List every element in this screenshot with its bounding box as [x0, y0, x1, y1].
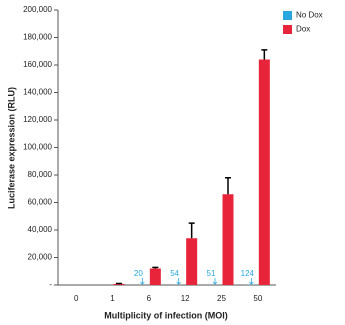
y-tick-label: 160,000 [23, 60, 52, 69]
data-label: 51 [207, 269, 216, 278]
y-tick-label: 140,000 [23, 88, 52, 97]
y-tick-label: 80,000 [28, 170, 53, 179]
y-tick-label: 20,000 [28, 253, 53, 262]
label-arrow [249, 278, 254, 285]
x-tick-label: 12 [181, 294, 190, 303]
data-label: 20 [134, 269, 143, 278]
bar [222, 194, 234, 285]
bar [258, 59, 270, 285]
y-tick-label: 180,000 [23, 33, 52, 42]
y-tick-label: 40,000 [28, 225, 53, 234]
label-arrow [140, 278, 145, 285]
bar [149, 268, 161, 285]
y-tick-label: - [49, 280, 52, 289]
y-tick-label: 120,000 [23, 115, 52, 124]
label-arrow [176, 278, 181, 285]
legend-swatch [283, 25, 292, 34]
x-tick-label: 1 [110, 294, 115, 303]
legend-label: Dox [296, 25, 310, 34]
x-tick-label: 0 [74, 294, 79, 303]
x-tick-label: 50 [253, 294, 262, 303]
y-tick-label: 60,000 [28, 198, 53, 207]
legend-label: No Dox [296, 11, 323, 20]
legend-swatch [283, 11, 292, 20]
data-label: 54 [170, 269, 179, 278]
y-tick-label: 100,000 [23, 143, 52, 152]
bar [113, 283, 125, 285]
x-tick-label: 6 [147, 294, 152, 303]
y-tick-label: 200,000 [23, 5, 52, 14]
x-tick-label: 25 [217, 294, 226, 303]
data-label: 124 [241, 269, 255, 278]
y-axis-title: Luciferase expression (RLU) [6, 87, 16, 209]
x-axis-title: Multiplicity of infection (MOI) [104, 310, 228, 320]
label-arrow [212, 278, 218, 285]
bar [186, 238, 198, 285]
